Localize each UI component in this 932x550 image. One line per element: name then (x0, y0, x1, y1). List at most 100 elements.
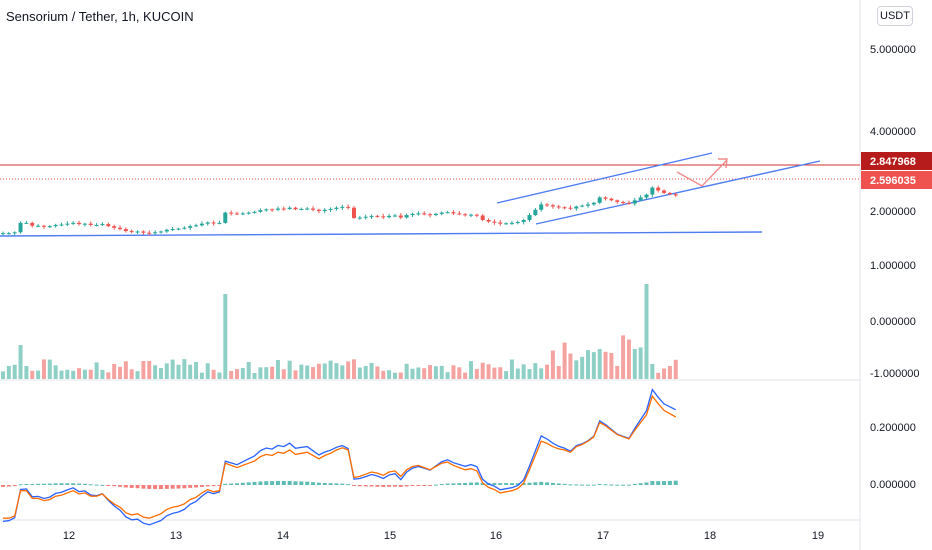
macd-histogram-bar (656, 481, 661, 485)
candle-body (311, 208, 316, 210)
macd-histogram-bar (129, 485, 134, 488)
volume-bar (100, 369, 105, 379)
macd-histogram-bar (182, 485, 187, 489)
y-tick: -1.000000 (870, 368, 920, 380)
volume-bar (445, 372, 450, 379)
candle-body (387, 215, 392, 218)
volume-bar (504, 371, 509, 379)
macd-histogram-bar (30, 484, 35, 486)
candle-body (129, 231, 134, 233)
candle-body (299, 208, 304, 210)
volume-bar (147, 360, 152, 379)
volume-bar (287, 360, 292, 379)
macd-histogram-bar (118, 485, 122, 487)
volume-bar (632, 349, 637, 379)
candle-body (316, 209, 321, 211)
candle-body (275, 208, 280, 210)
chart-title: Sensorium / Tether, 1h, KUCOIN (6, 9, 194, 24)
macd-histogram-bar (463, 482, 468, 485)
macd-histogram-bar (12, 485, 17, 487)
volume-bar (439, 365, 444, 379)
resistance-label: 2.847968 (870, 156, 916, 168)
macd-histogram-bar (469, 482, 473, 485)
volume-bar (357, 367, 362, 379)
macd-histogram-bar (141, 485, 146, 489)
volume-bar (550, 350, 555, 379)
candle-body (404, 215, 409, 218)
macd-histogram-bar (328, 483, 333, 485)
volume-bar (480, 362, 485, 379)
macd-histogram-bar (357, 485, 362, 487)
candle-body (164, 229, 169, 232)
volume-bar (334, 363, 339, 379)
candle-body (416, 213, 421, 215)
volume-bar (41, 359, 46, 379)
macd-histogram-bar (316, 482, 321, 485)
candle-body (194, 225, 199, 227)
volume-bar (597, 349, 602, 379)
support-trendline (0, 231, 763, 237)
volume-bar (340, 365, 345, 379)
volume-bar (229, 370, 234, 379)
candle-body (673, 194, 678, 196)
volume-bar (59, 370, 64, 379)
candle-body (422, 213, 427, 215)
candle-body (235, 213, 239, 215)
arrow-head-icon (718, 158, 728, 169)
candle-body (568, 207, 573, 209)
volume-bar (112, 363, 117, 379)
candle-body (650, 187, 655, 195)
macd-histogram-bar (445, 483, 450, 485)
candle-body (94, 224, 99, 226)
volume-bar (428, 365, 433, 379)
candle-body (18, 222, 23, 233)
candle-body (328, 208, 333, 210)
volume-bar (591, 352, 596, 379)
candle-body (340, 206, 345, 208)
volume-bar (12, 364, 17, 379)
volume-bar (621, 335, 626, 379)
y-tick: 4.000000 (870, 126, 916, 138)
volume-bar (188, 364, 193, 379)
candle-body (47, 226, 52, 228)
candle-body (381, 216, 386, 218)
volume-bar (381, 370, 386, 379)
volume-bar (217, 372, 222, 379)
volume-bar (533, 363, 538, 379)
macd-histogram-bar (311, 482, 316, 485)
volume-bar (82, 369, 87, 379)
projection-arrow (676, 159, 728, 187)
macd-histogram-bar (240, 482, 245, 485)
macd-y-tick: 0.200000 (870, 422, 916, 434)
candle-body (182, 227, 187, 229)
x-tick: 13 (170, 530, 182, 542)
macd-histogram-bar (82, 483, 87, 485)
candle-body (106, 224, 111, 227)
macd-histogram-bar (59, 483, 64, 485)
candle-body (457, 213, 462, 215)
macd-histogram-bar (509, 483, 514, 485)
candle-body (6, 233, 11, 235)
candle-body (626, 202, 631, 204)
volume-bar (486, 364, 491, 379)
macd-histogram-bar (352, 485, 356, 487)
candle-body (352, 207, 356, 218)
candle-body (217, 222, 222, 224)
volume-bar (293, 370, 298, 379)
macd-histogram-bar (346, 484, 351, 486)
candle-body (53, 224, 58, 227)
volume-bar (638, 347, 643, 379)
volume-bar (346, 361, 351, 379)
candle-body (357, 217, 362, 219)
volume-bar (644, 284, 649, 379)
candle-body (118, 227, 122, 230)
macd-histogram-bar (568, 484, 573, 486)
volume-bar (270, 366, 275, 379)
candle-body (474, 214, 479, 216)
candle-body (586, 204, 590, 206)
volume-bar (47, 359, 52, 379)
volume-bar (580, 356, 585, 379)
macd-histogram-bar (451, 483, 456, 485)
currency-button[interactable]: USDT (877, 6, 913, 26)
